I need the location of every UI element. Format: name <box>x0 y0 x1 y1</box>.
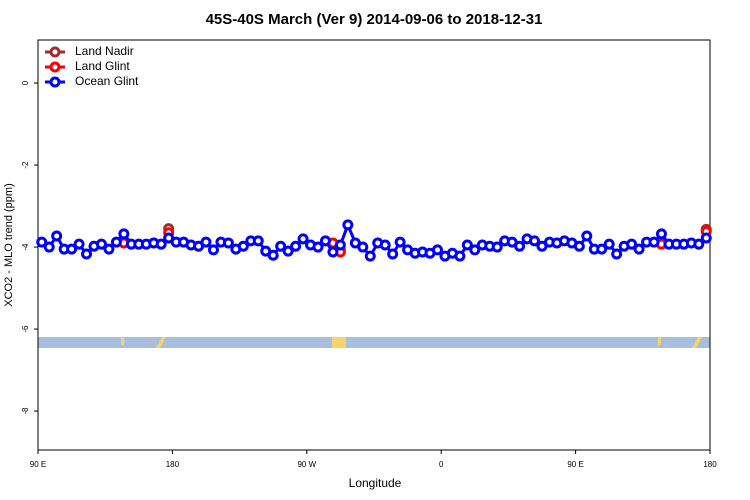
legend-marker <box>49 46 61 58</box>
y-axis-label: XCO2 - MLO trend (ppm) <box>3 183 15 306</box>
y-tick-label: 0 <box>21 80 30 85</box>
point <box>110 236 122 248</box>
point <box>66 243 78 255</box>
point <box>581 230 593 242</box>
point <box>514 240 526 252</box>
point <box>118 228 130 240</box>
legend-marker <box>49 61 61 73</box>
point <box>327 246 339 258</box>
point <box>73 238 85 250</box>
y-tick-label: -8 <box>21 407 30 415</box>
point <box>103 243 115 255</box>
point <box>319 235 331 247</box>
y-tick-label: -2 <box>21 161 30 169</box>
point <box>387 248 399 260</box>
point <box>81 248 93 260</box>
y-tick-label: -4 <box>21 243 30 251</box>
point <box>454 250 466 262</box>
point <box>334 239 346 251</box>
x-tick-label: 180 <box>703 460 717 469</box>
point <box>36 236 48 248</box>
point <box>95 238 107 250</box>
point <box>357 241 369 253</box>
x-tick-label: 90 E <box>30 460 46 469</box>
x-axis-label: Longitude <box>349 476 402 490</box>
point <box>297 233 309 245</box>
point <box>207 244 219 256</box>
point <box>611 248 623 260</box>
legend-marker <box>49 76 61 88</box>
point <box>379 239 391 251</box>
point <box>394 236 406 248</box>
point <box>431 244 443 256</box>
point <box>655 228 667 240</box>
point <box>596 243 608 255</box>
x-tick-label: 90 W <box>297 460 316 469</box>
point <box>603 238 615 250</box>
point <box>275 240 287 252</box>
point <box>626 238 638 250</box>
point <box>693 238 705 250</box>
point <box>43 241 55 253</box>
point <box>648 236 660 248</box>
point <box>633 243 645 255</box>
legend-label: Land Nadir <box>75 44 134 58</box>
point <box>282 245 294 257</box>
legend-label: Land Glint <box>75 59 130 73</box>
point <box>491 241 503 253</box>
point <box>237 240 249 252</box>
point <box>312 241 324 253</box>
x-tick-label: 90 E <box>567 460 583 469</box>
point <box>222 237 234 249</box>
point <box>267 249 279 261</box>
point <box>529 235 541 247</box>
x-tick-label: 0 <box>439 460 444 469</box>
point <box>700 232 712 244</box>
point <box>461 239 473 251</box>
point <box>200 236 212 248</box>
point <box>469 244 481 256</box>
point <box>155 238 167 250</box>
point <box>252 235 264 247</box>
point <box>342 219 354 231</box>
x-tick-label: 180 <box>166 460 180 469</box>
point <box>364 250 376 262</box>
land-strip <box>38 337 710 348</box>
point <box>290 240 302 252</box>
legend-label: Ocean Glint <box>75 74 139 88</box>
point <box>51 230 63 242</box>
y-tick-label: -6 <box>21 325 30 333</box>
chart-title: 45S-40S March (Ver 9) 2014-09-06 to 2018… <box>206 11 543 28</box>
point <box>573 240 585 252</box>
